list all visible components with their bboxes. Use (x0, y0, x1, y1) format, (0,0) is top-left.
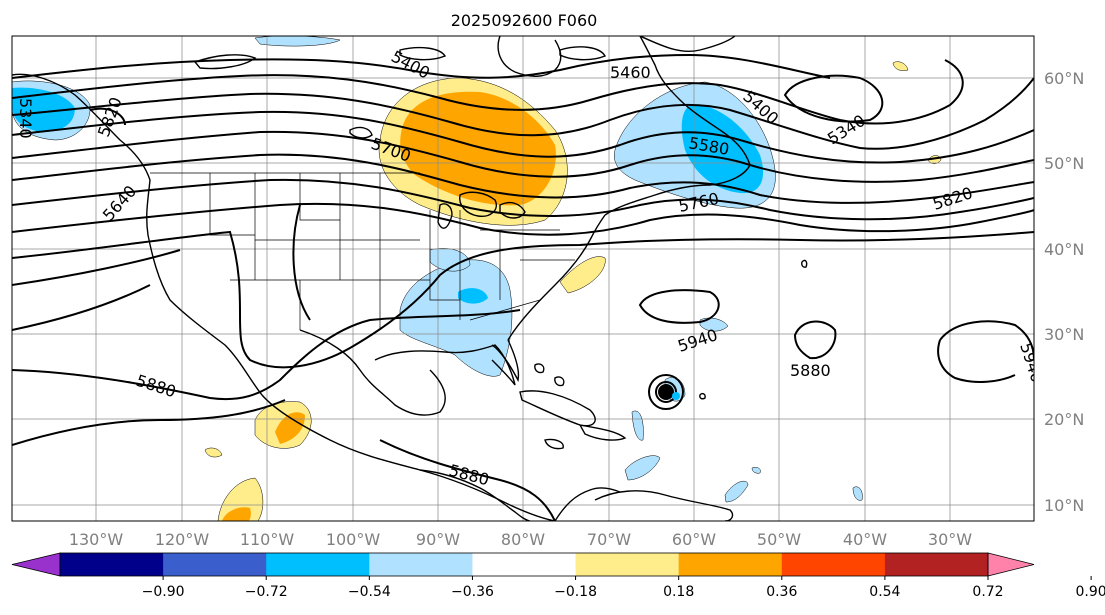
colorbar-tick-label: −0.72 (245, 584, 288, 600)
lat-label: 40°N (1044, 240, 1084, 259)
colorbar-bin (369, 553, 473, 576)
shaded-field (12, 36, 942, 521)
colorbar-bin (163, 553, 267, 576)
lon-label: 110°W (240, 530, 295, 549)
colorbar-bin (678, 553, 783, 576)
colorbar-tick-label: 0.90 (1076, 584, 1105, 600)
longitude-labels: 130°W 120°W 110°W 100°W 90°W 80°W 70°W 6… (69, 530, 972, 549)
colorbar-bin (884, 553, 989, 576)
colorbar-bin (60, 553, 164, 576)
colorbar-tick-label: −0.90 (142, 584, 185, 600)
colorbar-tick-label: −0.54 (348, 584, 391, 600)
contour-label: 5880 (790, 361, 831, 380)
state-borders (150, 172, 575, 330)
lat-label: 50°N (1044, 154, 1084, 173)
colorbar-bin (781, 553, 886, 576)
colorbar: −0.90 −0.72 −0.54 −0.36 −0.18 0.18 0.36 0.54 0.7… (11, 552, 1105, 600)
latitude-labels: 60°N 50°N 40°N 30°N 20°N 10°N (1044, 69, 1084, 515)
lon-label: 100°W (326, 530, 381, 549)
colorbar-extend-low (11, 552, 61, 577)
contour-label: 5460 (610, 63, 651, 82)
colorbar-tick-label: 0.18 (663, 584, 694, 600)
lon-label: 80°W (501, 530, 545, 549)
lon-label: 60°W (672, 530, 716, 549)
map-title: 2025092600 F060 (451, 11, 598, 30)
lat-label: 20°N (1044, 410, 1084, 429)
colorbar-frame (59, 552, 989, 577)
contour-label: 5340 (16, 98, 35, 139)
lon-label: 70°W (587, 530, 631, 549)
colorbar-tick-label: 0.72 (972, 584, 1003, 600)
lon-label: 40°W (843, 530, 887, 549)
colorbar-tick-label: 0.36 (766, 584, 797, 600)
colorbar-tick-label: 0.54 (869, 584, 900, 600)
colorbar-tick-label: −0.18 (554, 584, 597, 600)
lat-label: 10°N (1044, 496, 1084, 515)
colorbar-tick-label: −0.36 (451, 584, 494, 600)
map-border (11, 35, 1035, 522)
colorbar-extend-high (987, 552, 1035, 577)
lon-label: 30°W (928, 530, 972, 549)
colorbar-bin (472, 553, 577, 576)
coastlines (12, 36, 808, 521)
lon-label: 120°W (155, 530, 210, 549)
map-area: 5400 5460 5400 5340 5700 5580 5760 5820 … (12, 36, 1034, 521)
lon-label: 50°W (757, 530, 801, 549)
lon-label: 90°W (416, 530, 460, 549)
lon-label: 130°W (69, 530, 124, 549)
lat-label: 30°N (1044, 325, 1084, 344)
colorbar-bin (575, 553, 680, 576)
lat-label: 60°N (1044, 69, 1084, 88)
colorbar-bin (266, 553, 370, 576)
hurricane-center-icon (658, 384, 680, 400)
